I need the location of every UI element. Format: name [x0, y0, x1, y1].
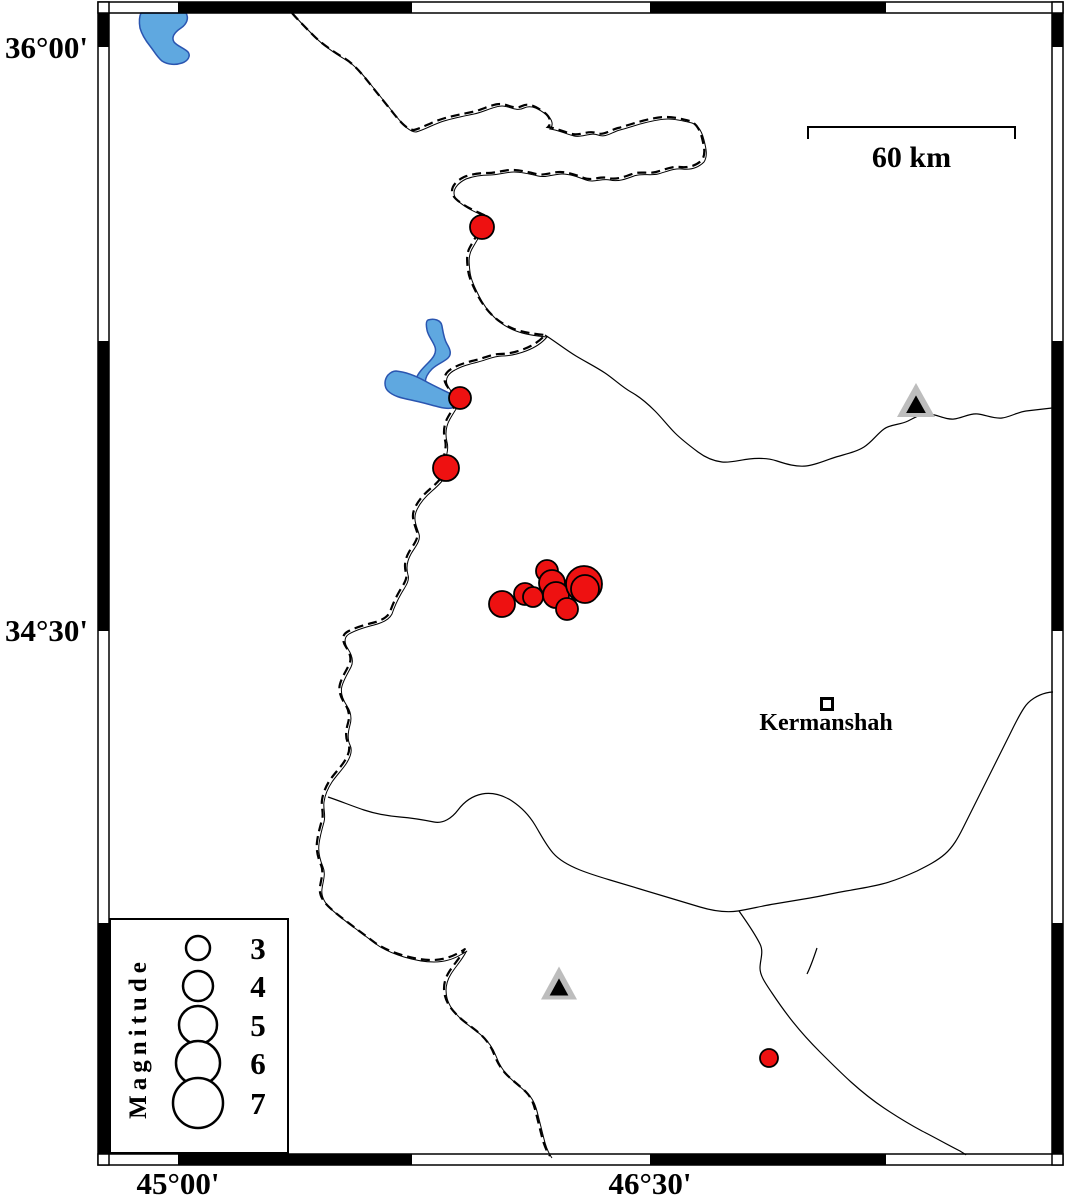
- latitude-label: 34°30': [5, 613, 88, 648]
- earthquake-marker: [488, 590, 516, 618]
- triangle-marker-inner: [549, 978, 569, 996]
- frame-segment: [178, 2, 412, 13]
- earthquake-marker: [555, 597, 579, 621]
- legend-value: 7: [250, 1086, 266, 1121]
- frame-corner: [1051, 1153, 1064, 1166]
- boundary-fork-line: [806, 947, 818, 975]
- earthquake-marker: [759, 1048, 779, 1068]
- legend: Magnitude 34 56 7: [109, 918, 289, 1154]
- legend-circle: [177, 1004, 219, 1046]
- frame-segment: [1052, 923, 1063, 1154]
- annotation-layer: 60 km Kermanshah 36°00' 34°30' 45°00' 46°30': [5, 30, 1016, 1201]
- earthquake-marker: [570, 574, 600, 604]
- earthquake-marker: [469, 214, 495, 240]
- earthquake-marker: [448, 386, 472, 410]
- triangle-marker-inner: [906, 395, 926, 413]
- legend-value: 6: [250, 1046, 266, 1081]
- frame-segment: [98, 341, 109, 631]
- legend-value: 3: [250, 931, 266, 966]
- earthquake-marker: [432, 454, 460, 482]
- frame-segment: [98, 923, 109, 1154]
- city-marker: [820, 697, 834, 711]
- boundary-line: [327, 691, 1054, 913]
- legend-value: 4: [250, 969, 266, 1004]
- legend-circle: [181, 969, 215, 1003]
- frame-corner: [97, 1, 110, 14]
- earthquake-layer: [432, 214, 779, 1068]
- legend-circle: [184, 934, 212, 962]
- frame-segment: [1052, 13, 1063, 47]
- border-river-line: [293, 14, 707, 1159]
- legend-title: Magnitude: [125, 957, 152, 1119]
- triangle-marker-layer: [541, 383, 935, 1000]
- frame-corner: [1051, 1, 1064, 14]
- river-line: [544, 334, 1053, 467]
- legend-circle: [171, 1076, 225, 1130]
- scale-bar-label: 60 km: [872, 141, 951, 174]
- frame-segment: [650, 2, 886, 13]
- scale-bar: [807, 126, 1016, 139]
- frame-segment: [98, 13, 109, 47]
- frame-segment: [650, 1154, 886, 1165]
- longitude-label: 46°30': [608, 1166, 691, 1201]
- frame-corner: [97, 1153, 110, 1166]
- map-frame: [97, 1, 1064, 1166]
- city-label: Kermanshah: [759, 710, 892, 736]
- longitude-label: 45°00': [136, 1166, 219, 1201]
- boundary-branch-line: [738, 910, 967, 1156]
- lake-middle-arm: [384, 370, 459, 410]
- latitude-label: 36°00': [5, 30, 88, 65]
- international-border-dashed: [291, 12, 706, 1157]
- lake-top-left: [138, 12, 190, 66]
- frame-segment: [1052, 341, 1063, 631]
- legend-value: 5: [250, 1008, 266, 1043]
- frame-segment: [178, 1154, 412, 1165]
